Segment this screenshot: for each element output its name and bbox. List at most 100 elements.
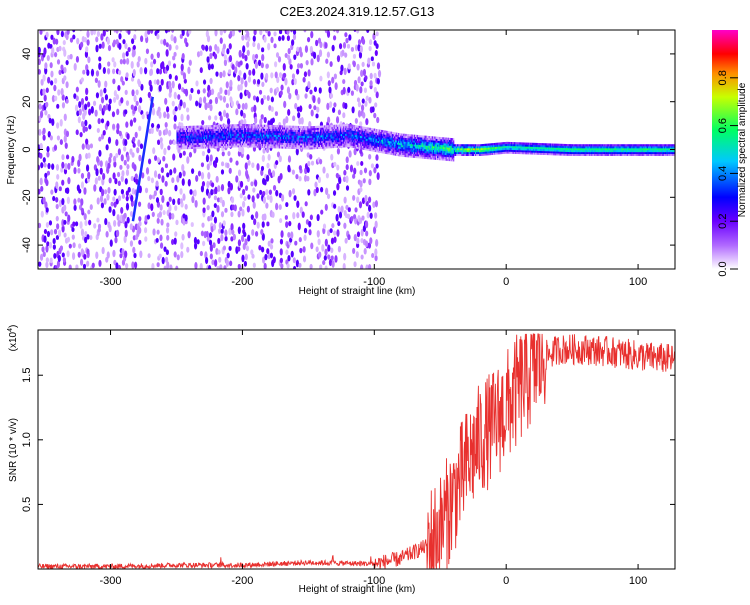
spectrogram-ridge-cell [340,137,342,140]
spectrogram-noise-cell [82,69,86,75]
spectrogram-ridge-cell [376,146,379,149]
spectrogram-ridge-cell [239,145,242,148]
spectrogram-ridge-cell [398,148,400,151]
spectrogram-noise-cell [246,154,250,161]
spectrogram-ridge-cell [310,137,312,140]
spectrogram-noise-cell [219,30,223,36]
spectrogram-ridge-cell [455,151,457,155]
spectrogram-ridge-cell [389,152,392,155]
spectrogram-ridge-cell [294,125,297,129]
spectrogram-ridge-cell [406,153,408,156]
spectrogram-noise-cell [261,154,265,163]
spectrogram-ridge-cell [404,139,406,142]
spectrogram-ridge-cell [391,133,394,136]
spectrogram-ridge-cell [210,140,212,143]
spectrogram-ridge-cell [280,146,283,149]
spectrogram-ridge-cell [298,137,301,140]
spectrogram-ridge-cell [365,142,367,145]
spectrogram-ridge-cell [278,125,281,128]
spectrogram-ridge-cell [396,140,399,143]
spectrogram-ridge-cell [249,139,251,142]
spectrogram-ridge-cell [229,139,231,142]
spectrogram-ridge-cell [199,129,202,132]
spectrogram-noise-cell [47,76,51,84]
spectrogram-ridge-cell [437,136,439,139]
spectrogram-noise-cell [360,228,364,237]
spectrogram-ridge-cell [418,150,420,153]
spectrogram-noise-cell [124,178,128,185]
spectrogram-ridge-cell [394,138,397,141]
spectrogram-ridge-cell [414,142,417,145]
spectrogram-ridge-cell [196,138,198,142]
spectrogram-ridge-cell [241,125,244,129]
spectrogram-ridge-cell [259,130,262,133]
spectrogram-ridge-cell [241,135,244,138]
spectrogram-ridge-cell [417,148,419,151]
spectrogram-noise-cell [45,207,49,213]
spectrogram-noise-cell [83,187,87,195]
spectrogram-ridge-cell [391,137,394,140]
spectrogram-noise-cell [322,260,326,266]
spectrogram-noise-cell [165,249,169,256]
spectrogram-ridge-cell [355,133,358,136]
spectrogram-ridge-cell [202,127,205,130]
spectrogram-ridge-cell [433,151,436,154]
spectrogram-ridge-cell [197,144,199,147]
spectrogram-ridge-cell [270,132,272,135]
spectrogram-ridge-cell [294,129,297,132]
spectrogram-ridge-cell [278,146,281,149]
spectrogram-ridge-cell [441,156,443,159]
spectrogram-ridge-cell [271,138,273,141]
spectrogram-ridge-cell [253,135,255,139]
spectrogram-ridge-cell [368,146,370,149]
spectrogram-ridge-cell [223,137,226,141]
spectrogram-noise-cell [337,109,342,116]
spectrogram-ridge-cell [180,135,183,138]
spectrogram-noise-cell [373,86,377,94]
spectrogram-ridge-cell [230,124,232,127]
spectrogram-noise-cell [364,194,368,203]
spectrogram-ridge-cell [457,146,459,149]
spectrogram-ridge-cell [308,132,310,135]
spectrogram-ridge-cell [373,143,376,147]
spectrogram-ridge-cell [427,147,429,150]
spectrogram-ridge-cell [368,148,370,151]
spectrogram-ridge-cell [369,143,371,146]
spectrogram-noise-cell [182,101,186,109]
spectrogram-ridge-cell [265,145,267,148]
spectrogram-ridge-cell [424,141,426,144]
spectrogram-noise-cell [180,242,184,250]
spectrogram-ridge-cell [379,139,381,142]
spectrogram-ridge-cell [325,144,327,147]
spectrogram-ridge-cell [445,158,447,161]
spectrogram-noise-cell [77,251,81,258]
spectrogram-ridge-cell [242,141,245,144]
spectrogram-ridge-cell [355,142,358,145]
spectrogram-ridge-cell [313,145,316,148]
spectrogram-ridge-cell [365,138,367,141]
spectrogram-noise-cell [364,240,369,248]
spectrogram-noise-cell [260,165,265,172]
spectrogram-ridge-cell [452,145,455,149]
spectrogram-ridge-cell [255,130,258,133]
spectrogram-ridge-cell [318,133,321,136]
spectrogram-ridge-cell [210,132,212,135]
spectrogram-ridge-cell [355,127,358,130]
spectrogram-ridge-cell [327,144,329,147]
spectrogram-ridge-cell [323,133,325,136]
spectrogram-ridge-cell [458,153,460,157]
spectrogram-ridge-cell [220,124,223,127]
spectrogram-noise-cell [127,186,131,193]
spectrogram-ridge-cell [216,132,218,135]
spectrogram-ridge-cell [309,145,311,148]
spectrogram-ridge-cell [240,131,243,134]
spectrogram-noise-cell [102,129,106,136]
spectrogram-ridge-cell [334,132,337,135]
spectrogram-ridge-cell [251,135,253,138]
spectrogram-noise-cell [49,257,53,264]
spectrogram-ridge-cell [189,125,191,129]
spectrogram-ridge-cell [212,146,214,149]
spectrogram-ridge-cell [352,132,355,135]
spectrogram-ridge-cell [367,135,369,138]
spectrogram-ridge-cell [332,130,335,133]
